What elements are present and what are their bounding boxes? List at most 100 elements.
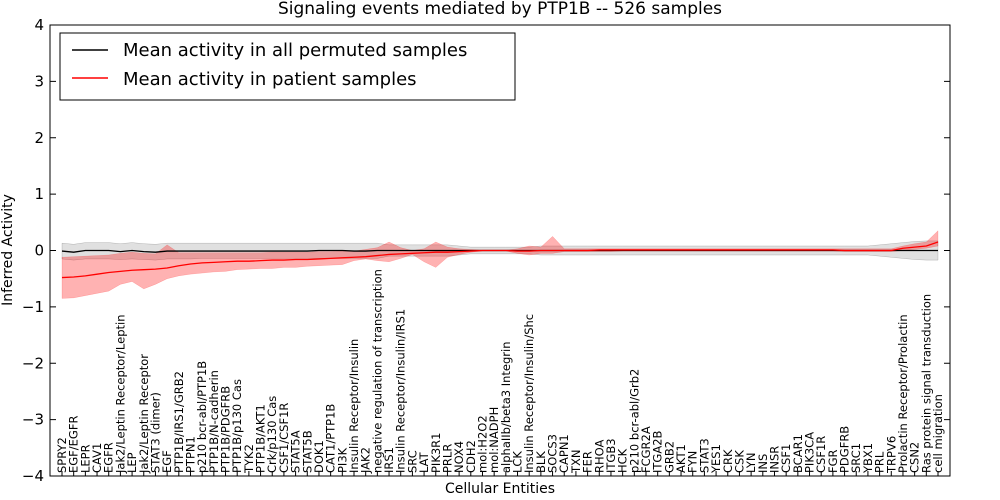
category-label: YES1 <box>709 444 723 474</box>
category-label: CSF1/CSF1R <box>277 403 291 473</box>
category-label: CSF1R <box>814 436 828 473</box>
y-tick-labels: 4 3 2 1 0 −1 −2 −3 −4 <box>22 16 44 485</box>
category-label: PTP1B/PDGFRB <box>219 386 233 473</box>
category-label: Prolactin Receptor/Prolactin <box>896 314 910 473</box>
series-lines <box>61 241 939 279</box>
category-label: NOX4 <box>452 441 466 473</box>
category-label: ITGB3 <box>604 438 618 473</box>
category-label: PDGFRB <box>838 426 852 473</box>
category-label: PTP1B/IRS1/GRB2 <box>172 371 186 473</box>
band-series-1 <box>61 230 939 299</box>
category-label: LAT <box>417 451 431 473</box>
category-label: p210 bcr-abl/PTP1B <box>195 361 209 473</box>
category-label: Crk/p130 Cas <box>265 396 279 473</box>
category-label: GRB2 <box>662 441 676 473</box>
category-label: p210 bcr-abl/Grb2 <box>627 369 641 473</box>
category-label: CAV1 <box>90 443 104 473</box>
category-label: YBX1 <box>861 443 875 474</box>
category-label: PRL <box>873 451 887 473</box>
category-label: PTP1B/AKT1 <box>254 404 268 473</box>
y-tick-label: −3 <box>22 411 44 429</box>
y-tick-label: 2 <box>34 129 44 147</box>
y-tick-label: 3 <box>34 72 44 90</box>
category-label: Insulin Receptor/Insulin <box>347 339 361 473</box>
category-label: PTP1B/N-cadherin <box>207 370 221 473</box>
category-label: CSF1 <box>779 444 793 473</box>
plot-frame <box>49 24 951 477</box>
category-label: mol:NADPH <box>487 407 501 473</box>
y-tick-label: 4 <box>34 16 44 34</box>
category-label: cell migration <box>931 394 945 473</box>
category-label: LYN <box>744 452 758 473</box>
category-label: HCK <box>616 448 630 473</box>
y-tick-label: 1 <box>34 185 44 203</box>
category-label: STAT3 <box>697 438 711 473</box>
y-tick-label: 0 <box>34 242 44 260</box>
category-label: Insulin Receptor/Insulin/Shc <box>522 314 536 473</box>
category-label: Jak2/Leptin Receptor <box>137 354 151 474</box>
category-label: PTPN1 <box>183 436 197 473</box>
category-label: EGF <box>160 450 174 473</box>
category-label: Ras protein signal transduction <box>919 294 933 473</box>
category-label: CAT1/PTP1B <box>324 404 338 473</box>
category-label: ITGA2B <box>651 430 665 473</box>
y-axis-label: Inferred Activity <box>0 194 16 306</box>
category-label: LEPR <box>78 444 92 473</box>
category-label: JAK2 <box>359 447 373 474</box>
category-label: EGF/EGFR <box>67 416 81 473</box>
y-tick-label: −4 <box>22 467 44 485</box>
category-label: TRPV6 <box>884 436 898 474</box>
category-label: PIK3R1 <box>429 433 443 474</box>
category-label: CRK <box>721 449 735 473</box>
legend-label-patient: Mean activity in patient samples <box>123 69 417 90</box>
category-label: DOK1 <box>312 440 326 473</box>
category-label: PIK3CA <box>803 432 817 473</box>
category-label: PRLR <box>440 444 454 473</box>
y-tick-label: −2 <box>22 354 44 372</box>
category-label: STAT5A <box>289 430 303 473</box>
category-label: Jak2/Leptin Receptor/Leptin <box>113 315 127 474</box>
category-label: negative regulation of transcription <box>370 269 384 473</box>
category-label: BLK <box>534 451 548 473</box>
category-label: SRC1 <box>849 443 863 473</box>
line-series-1 <box>61 241 939 279</box>
x-axis-label: Cellular Entities <box>445 481 555 497</box>
category-label: AKT1 <box>674 444 688 473</box>
category-label: FER <box>581 451 595 473</box>
category-label: RHOA <box>592 440 606 473</box>
category-label: INSR <box>767 446 781 473</box>
category-label: INS <box>756 454 770 473</box>
confidence-bands <box>61 230 939 299</box>
chart-title: Signaling events mediated by PTP1B -- 52… <box>278 0 722 19</box>
category-label: LEP <box>125 452 139 473</box>
category-label: TYK2 <box>242 444 256 474</box>
legend-label-permuted: Mean activity in all permuted samples <box>123 40 467 61</box>
legend-box <box>59 32 516 101</box>
category-label: mol:H2O2 <box>475 415 489 473</box>
category-label: IRS1 <box>382 447 396 473</box>
category-label: BCAR1 <box>791 434 805 473</box>
category-label: PI3K <box>335 447 349 473</box>
category-label: CSN2 <box>908 442 922 473</box>
category-label: CSK <box>732 450 746 473</box>
category-label: FYN <box>686 451 700 473</box>
category-label: STAT3 (dimer) <box>148 392 162 473</box>
category-label: alphaIIb/beta3 Integrin <box>499 341 513 473</box>
category-label: STAT5B <box>300 430 314 473</box>
category-label: SOCS3 <box>546 434 560 473</box>
category-label: SPRY2 <box>55 437 69 473</box>
category-label: Insulin Receptor/Insulin/IRS1 <box>394 309 408 473</box>
category-label: TXN <box>569 449 583 474</box>
legend: Mean activity in all permuted samples Me… <box>59 32 516 101</box>
y-tick-label: −1 <box>22 298 44 316</box>
category-label: CDH2 <box>464 440 478 473</box>
category-label: PTP1B/p130 Cas <box>230 379 244 473</box>
category-label: FCGR2A <box>639 426 653 473</box>
category-label: FGR <box>826 449 840 473</box>
category-label: SRC <box>405 450 419 473</box>
category-label: EGFR <box>102 442 116 473</box>
category-label: CAPN1 <box>557 434 571 473</box>
category-label: LCK <box>511 451 525 473</box>
